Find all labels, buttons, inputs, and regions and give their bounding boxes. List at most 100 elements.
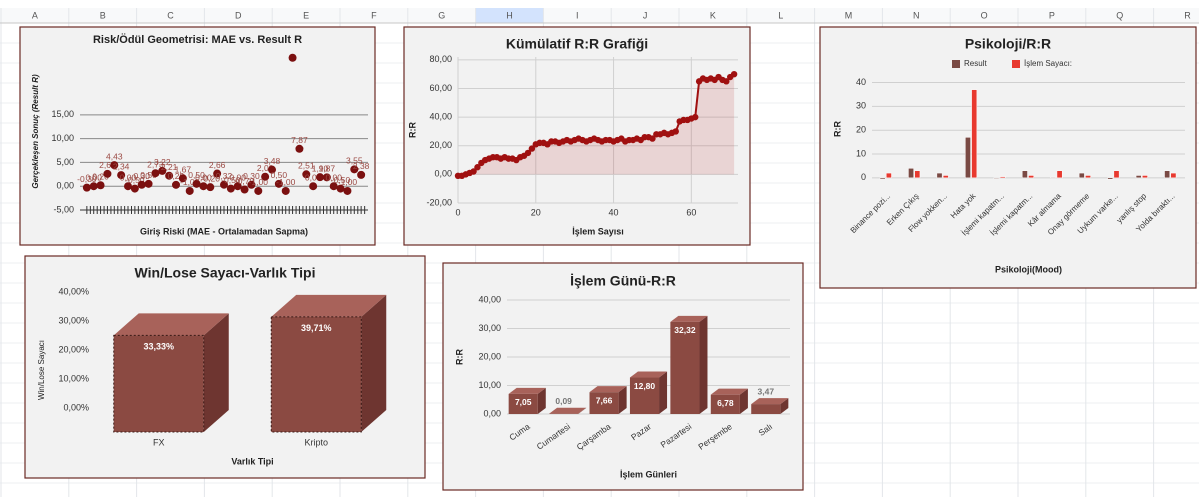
- marker: [672, 128, 679, 135]
- chart-scatter: Risk/Ödül Geometrisi: MAE vs. Result R Gi…: [19, 26, 376, 246]
- data-label: 39,71%: [301, 323, 332, 333]
- chart-frame: [442, 262, 804, 491]
- point: [103, 169, 112, 178]
- bar: [942, 175, 949, 179]
- point: [295, 144, 304, 153]
- y-axis-label: R:R: [407, 122, 417, 138]
- bar: [885, 172, 892, 179]
- y-tick-label: 10,00: [478, 380, 501, 390]
- bar: [508, 393, 538, 414]
- bar-side: [659, 371, 668, 414]
- column-header[interactable]: L: [778, 10, 783, 20]
- data-label: 7,87: [291, 135, 308, 145]
- column-header[interactable]: O: [981, 10, 988, 20]
- column-header[interactable]: K: [710, 10, 716, 20]
- y-tick-label: 30,00: [478, 323, 501, 333]
- column-header[interactable]: E: [303, 10, 309, 20]
- bar: [1135, 175, 1142, 179]
- point: [322, 173, 331, 182]
- y-axis-label: Gerçekleşen Sonuç (Result R): [31, 74, 40, 189]
- point: [144, 179, 153, 188]
- data-label: 33,33%: [143, 342, 174, 352]
- data-label: 3,47: [758, 386, 775, 396]
- bar-top: [589, 386, 627, 393]
- column-header[interactable]: A: [32, 10, 38, 20]
- point: [268, 165, 276, 174]
- data-label: 0,32: [216, 171, 233, 181]
- bar: [1113, 170, 1120, 179]
- data-label: -0,20: [201, 173, 221, 183]
- column-header[interactable]: H: [506, 10, 513, 20]
- column-header[interactable]: B: [100, 10, 106, 20]
- bar-side: [578, 407, 587, 414]
- y-tick-label: 30,00%: [58, 315, 89, 325]
- chart-title: Risk/Ödül Geometrisi: MAE vs. Result R: [93, 33, 302, 46]
- data-label: -1,00: [338, 177, 358, 187]
- bar: [1056, 170, 1063, 179]
- data-label: 1,90: [312, 163, 329, 173]
- point: [89, 182, 98, 191]
- column-header[interactable]: P: [1049, 10, 1055, 20]
- column-header[interactable]: F: [371, 10, 377, 20]
- data-label: 0,00: [85, 172, 102, 182]
- data-label: 0,50: [140, 170, 157, 180]
- chart-frame: [819, 26, 1197, 289]
- column-header[interactable]: N: [913, 10, 920, 20]
- point: [281, 186, 290, 195]
- column-header[interactable]: G: [438, 10, 445, 20]
- data-label: 7,05: [515, 397, 532, 407]
- bar: [1021, 170, 1028, 179]
- column-header[interactable]: M: [845, 10, 853, 20]
- point: [357, 170, 366, 179]
- point: [124, 182, 132, 191]
- bar-side: [203, 313, 229, 432]
- point: [178, 174, 187, 183]
- column-header[interactable]: R: [1184, 10, 1191, 20]
- point: [220, 180, 228, 189]
- point: [350, 165, 359, 174]
- column-header[interactable]: J: [643, 10, 648, 20]
- column-header[interactable]: Q: [1116, 10, 1123, 20]
- chart-title: Kümülatif R:R Grafiği: [506, 36, 648, 52]
- data-label: 7,66: [596, 395, 613, 405]
- data-label: 0,00: [325, 172, 342, 182]
- column-header[interactable]: C: [167, 10, 174, 20]
- x-tick-label: 20: [531, 207, 541, 217]
- data-label: 32,32: [674, 325, 696, 335]
- bar-side: [739, 388, 748, 414]
- y-tick-label: 10: [856, 148, 866, 158]
- y-axis-label: R:R: [832, 121, 842, 137]
- x-tick-label: Kripto: [304, 437, 328, 447]
- bar: [908, 168, 914, 179]
- y-tick-label: 0,00: [483, 408, 501, 418]
- y-tick-label: 20,00: [478, 351, 501, 361]
- data-label: 2,51: [298, 161, 315, 171]
- bar: [965, 137, 971, 179]
- chart-bar3d_small: İşlem Günü-R:R İşlem Günleri R:R 0,00 10,00 2…: [442, 262, 804, 491]
- point: [213, 169, 222, 178]
- legend-swatch: [1012, 60, 1020, 68]
- bar: [629, 377, 660, 414]
- marker: [470, 168, 477, 175]
- data-label: 3,48: [264, 156, 281, 166]
- bar-top: [670, 315, 708, 322]
- y-tick-label: 0,00: [434, 169, 452, 179]
- data-label: 0,00: [305, 172, 322, 182]
- bar: [1164, 170, 1171, 179]
- point: [206, 183, 215, 192]
- y-axis-label: Win/Lose Sayacı: [37, 340, 46, 400]
- column-header[interactable]: I: [576, 10, 579, 20]
- bar-top: [751, 398, 789, 405]
- column-header[interactable]: D: [235, 10, 242, 20]
- marker: [730, 70, 738, 78]
- point: [172, 180, 180, 189]
- y-tick-label: 80,00: [429, 54, 452, 64]
- x-tick-label: FX: [153, 437, 165, 447]
- bar-top: [508, 387, 546, 394]
- chart-title: İşlem Günü-R:R: [570, 273, 676, 289]
- y-tick-label: 40,00%: [58, 286, 89, 296]
- bar: [971, 89, 978, 179]
- data-label: 2,60: [99, 160, 116, 170]
- data-label: 2,73: [147, 159, 164, 169]
- data-label: -1,00: [249, 177, 269, 187]
